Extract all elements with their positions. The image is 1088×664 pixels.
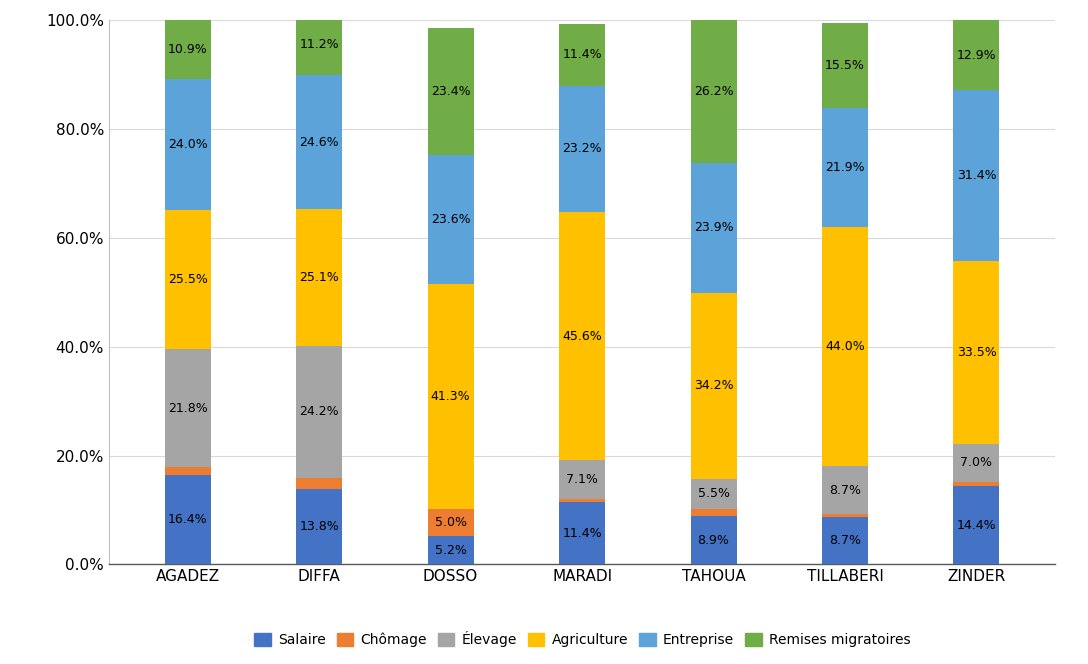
Bar xyxy=(428,155,473,284)
Text: 8.9%: 8.9% xyxy=(697,534,729,546)
Bar xyxy=(823,108,868,227)
Text: 45.6%: 45.6% xyxy=(562,330,602,343)
Text: 14.4%: 14.4% xyxy=(956,519,997,532)
Text: 11.4%: 11.4% xyxy=(562,527,602,540)
Bar xyxy=(559,460,605,499)
Bar xyxy=(164,79,211,210)
Bar xyxy=(428,284,473,509)
Text: 16.4%: 16.4% xyxy=(168,513,208,527)
Text: 12.9%: 12.9% xyxy=(956,48,997,62)
Text: 24.2%: 24.2% xyxy=(299,406,339,418)
Bar xyxy=(559,499,605,503)
Text: 21.9%: 21.9% xyxy=(825,161,865,174)
Text: 11.2%: 11.2% xyxy=(299,39,339,52)
Text: 23.9%: 23.9% xyxy=(694,221,733,234)
Bar xyxy=(296,346,342,478)
Text: 25.5%: 25.5% xyxy=(168,273,208,286)
Bar xyxy=(559,212,605,460)
Legend: Salaire, Chômage, Élevage, Agriculture, Entreprise, Remises migratoires: Salaire, Chômage, Élevage, Agriculture, … xyxy=(248,625,916,653)
Bar xyxy=(164,467,211,475)
Text: 11.4%: 11.4% xyxy=(562,48,602,61)
Text: 10.9%: 10.9% xyxy=(168,43,208,56)
Text: 26.2%: 26.2% xyxy=(694,85,733,98)
Bar xyxy=(296,489,342,564)
Text: 44.0%: 44.0% xyxy=(825,340,865,353)
Text: 7.0%: 7.0% xyxy=(961,456,992,469)
Bar xyxy=(164,210,211,349)
Text: 23.4%: 23.4% xyxy=(431,85,470,98)
Text: 5.5%: 5.5% xyxy=(697,487,730,501)
Text: 7.1%: 7.1% xyxy=(566,473,598,486)
Bar xyxy=(953,444,1000,481)
Bar xyxy=(164,349,211,467)
Bar xyxy=(559,503,605,564)
Bar xyxy=(691,479,737,509)
Bar xyxy=(428,536,473,564)
Bar xyxy=(691,163,737,293)
Bar xyxy=(823,514,868,517)
Text: 21.8%: 21.8% xyxy=(168,402,208,414)
Text: 25.1%: 25.1% xyxy=(299,271,339,284)
Text: 24.0%: 24.0% xyxy=(168,138,208,151)
Bar xyxy=(823,227,868,466)
Bar xyxy=(823,23,868,108)
Bar xyxy=(164,475,211,564)
Bar xyxy=(953,20,1000,90)
Text: 41.3%: 41.3% xyxy=(431,390,470,403)
Bar xyxy=(691,516,737,564)
Text: 24.6%: 24.6% xyxy=(299,136,339,149)
Bar xyxy=(953,481,1000,486)
Text: 15.5%: 15.5% xyxy=(825,59,865,72)
Bar xyxy=(953,90,1000,261)
Text: 23.2%: 23.2% xyxy=(562,143,602,155)
Bar xyxy=(559,86,605,212)
Bar xyxy=(296,76,342,209)
Bar xyxy=(823,466,868,514)
Text: 8.7%: 8.7% xyxy=(829,483,861,497)
Text: 31.4%: 31.4% xyxy=(956,169,997,182)
Bar xyxy=(691,509,737,516)
Bar xyxy=(691,20,737,163)
Bar xyxy=(296,478,342,489)
Bar xyxy=(823,517,868,564)
Text: 33.5%: 33.5% xyxy=(956,346,997,359)
Bar xyxy=(164,20,211,79)
Bar xyxy=(953,486,1000,564)
Text: 8.7%: 8.7% xyxy=(829,535,861,547)
Bar xyxy=(428,28,473,155)
Bar xyxy=(296,15,342,76)
Text: 34.2%: 34.2% xyxy=(694,379,733,392)
Text: 13.8%: 13.8% xyxy=(299,521,339,533)
Bar xyxy=(296,209,342,346)
Bar xyxy=(953,261,1000,444)
Bar xyxy=(428,509,473,536)
Bar xyxy=(691,293,737,479)
Text: 5.0%: 5.0% xyxy=(434,516,467,529)
Text: 23.6%: 23.6% xyxy=(431,213,470,226)
Bar xyxy=(559,24,605,86)
Text: 5.2%: 5.2% xyxy=(435,544,467,556)
